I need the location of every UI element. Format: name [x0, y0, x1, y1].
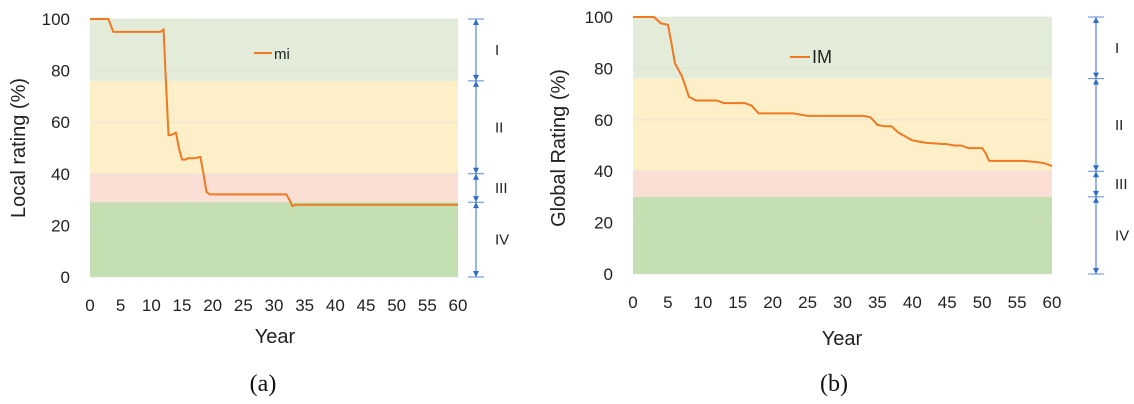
x-tick-label: 20 — [763, 293, 782, 312]
x-tick-label: 50 — [973, 293, 992, 312]
x-tick-label: 40 — [903, 293, 922, 312]
x-tick-label: 15 — [173, 296, 192, 315]
arrow-up-icon — [1093, 17, 1099, 23]
legend-label: IM — [812, 47, 832, 67]
rating-zone-bands — [90, 19, 458, 277]
data-series — [633, 16, 1053, 168]
y-axis-ticks: 0 20 40 60 80 100 — [42, 10, 70, 287]
arrow-up-icon — [473, 19, 479, 25]
arrow-up-icon — [1093, 196, 1099, 203]
y-tick-label: 60 — [594, 111, 613, 130]
series-line-IM — [633, 16, 1053, 168]
y-tick-label: 0 — [604, 265, 613, 284]
arrow-down-icon — [1093, 190, 1099, 197]
arrow-down-icon — [473, 271, 479, 277]
x-tick-label: 55 — [1008, 293, 1027, 312]
x-tick-label: 25 — [798, 293, 817, 312]
x-tick-label: 45 — [357, 296, 376, 315]
x-axis-ticks: 0 5 10 15 20 25 30 35 40 45 50 55 60 — [85, 296, 467, 315]
zone-band-IV — [90, 202, 458, 277]
y-axis-title: Global Rating (%) — [548, 69, 570, 227]
x-tick-label: 10 — [693, 293, 712, 312]
arrow-down-icon — [1093, 165, 1099, 172]
zone-label: III — [495, 180, 508, 197]
zone-band-III — [90, 173, 458, 203]
arrow-down-icon — [473, 196, 479, 203]
panel-caption: (a) — [250, 371, 277, 397]
x-tick-label: 25 — [234, 296, 253, 315]
series-line-mi — [90, 18, 458, 208]
legend: IM — [790, 47, 832, 67]
x-tick-label: 30 — [265, 296, 284, 315]
zone-label: IV — [1115, 227, 1129, 244]
x-tick-label: 50 — [387, 296, 406, 315]
x-tick-label: 55 — [418, 296, 437, 315]
zone-band-II — [633, 78, 1052, 172]
gridlines — [90, 18, 458, 278]
arrow-up-icon — [473, 173, 479, 180]
zone-label: II — [495, 119, 503, 136]
arrow-up-icon — [1093, 171, 1099, 178]
x-tick-label: 35 — [295, 296, 314, 315]
y-tick-label: 100 — [585, 8, 613, 27]
legend-label: mi — [274, 46, 290, 63]
arrow-down-icon — [473, 74, 479, 81]
x-tick-label: 30 — [833, 293, 852, 312]
zone-label: IV — [495, 232, 509, 249]
x-tick-label: 5 — [663, 293, 672, 312]
y-tick-label: 60 — [51, 113, 70, 132]
x-tick-label: 0 — [85, 296, 94, 315]
arrow-up-icon — [473, 202, 479, 209]
y-tick-label: 40 — [594, 162, 613, 181]
zone-label: I — [1115, 40, 1119, 57]
x-tick-label: 45 — [938, 293, 957, 312]
x-tick-label: 40 — [326, 296, 345, 315]
x-axis-title: Year — [255, 326, 296, 348]
arrow-up-icon — [473, 80, 479, 87]
data-series — [90, 18, 458, 208]
x-tick-label: 20 — [203, 296, 222, 315]
zone-band-II — [90, 80, 458, 174]
zone-band-IV — [633, 196, 1052, 274]
x-tick-label: 15 — [728, 293, 747, 312]
x-axis-ticks: 0 5 10 15 20 25 30 35 40 45 50 55 60 — [628, 293, 1061, 312]
arrow-down-icon — [1093, 72, 1099, 79]
arrow-up-icon — [1093, 78, 1099, 85]
x-tick-label: 0 — [628, 293, 637, 312]
zone-label: I — [495, 42, 499, 59]
y-tick-label: 100 — [42, 10, 70, 29]
zone-band-III — [633, 171, 1052, 197]
gridlines — [633, 16, 1052, 275]
x-tick-label: 5 — [116, 296, 125, 315]
y-axis-ticks: 0 20 40 60 80 100 — [585, 8, 613, 284]
y-tick-label: 20 — [51, 216, 70, 235]
zone-label: III — [1115, 176, 1128, 193]
y-tick-label: 40 — [51, 165, 70, 184]
y-tick-label: 80 — [51, 62, 70, 81]
x-tick-label: 60 — [1043, 293, 1062, 312]
zone-band-I — [633, 17, 1052, 79]
legend: mi — [254, 46, 290, 63]
x-tick-label: 35 — [868, 293, 887, 312]
arrow-down-icon — [1093, 268, 1099, 274]
y-tick-label: 0 — [61, 268, 70, 287]
x-tick-label: 10 — [142, 296, 161, 315]
zone-label: II — [1115, 117, 1123, 134]
arrow-down-icon — [473, 167, 479, 174]
panel-caption: (b) — [820, 371, 848, 397]
rating-zone-bands — [633, 17, 1052, 274]
x-tick-label: 60 — [449, 296, 468, 315]
y-tick-label: 80 — [594, 59, 613, 78]
x-axis-title: Year — [822, 328, 863, 350]
y-tick-label: 20 — [594, 214, 613, 233]
y-axis-title: Local rating (%) — [8, 78, 30, 218]
